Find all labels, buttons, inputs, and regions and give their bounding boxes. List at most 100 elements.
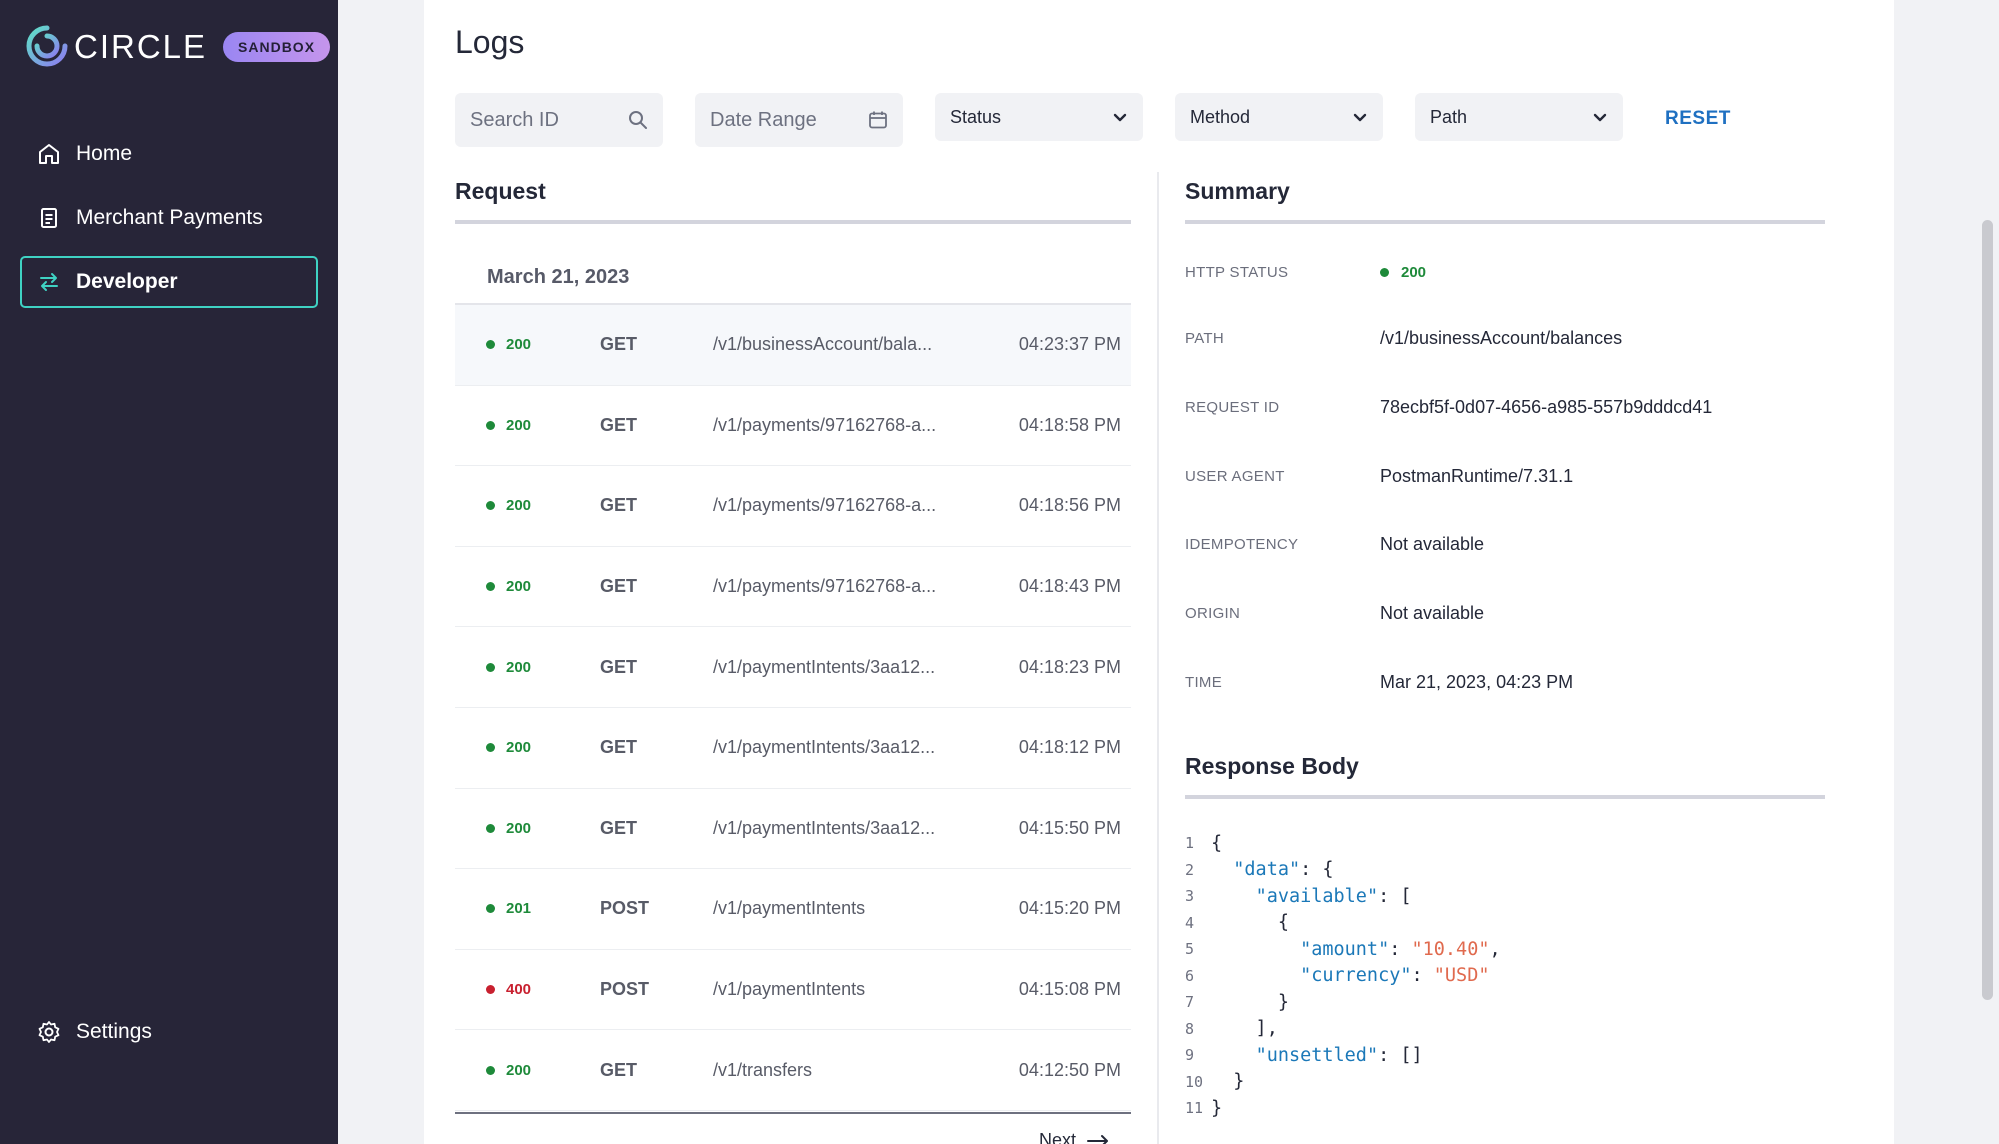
request-path: /v1/paymentIntents [713,979,866,1000]
http-status-value: 200 [1380,264,1426,281]
date-range-placeholder: Date Range [710,108,817,131]
code-line: 9 "unsettled": [] [1185,1042,1501,1069]
code-token: "unsettled" [1255,1044,1379,1066]
gear-icon [36,1019,62,1045]
code-token [1211,859,1233,880]
date-range-input[interactable]: Date Range [695,93,903,147]
path-select[interactable]: Path [1415,93,1623,141]
code-line: 7 } [1185,989,1501,1016]
response-body-code: 1{2 "data": {3 "available": [4 {5 "amoun… [1185,830,1501,1122]
request-status-code: 200 [506,658,532,676]
status-dot-icon [486,823,495,833]
summary-http-status: HTTP STATUS 200 [1185,257,1825,287]
code-line: 11} [1185,1095,1501,1122]
summary-label: REQUEST ID [1185,398,1280,416]
request-path: /v1/businessAccount/bala... [713,334,933,355]
status-dot-icon [486,662,495,672]
code-line: 1{ [1185,830,1501,857]
request-time: 04:15:08 PM [1018,979,1121,1000]
code-token: "data" [1233,859,1301,881]
request-row[interactable]: 200 GET/v1/payments/97162768-a... 04:18:56… [455,466,1131,547]
response-body-rule [1185,795,1825,799]
code-line: 6 "currency": "USD" [1185,963,1501,990]
next-page-button[interactable]: Next [1039,1130,1110,1144]
sidebar: CIRCLE SANDBOX Home Merchant Payments De… [0,0,338,1144]
code-token [1211,1045,1256,1066]
sidebar-item-developer[interactable]: Developer [20,256,318,308]
request-row[interactable]: 200 GET/v1/paymentIntents/3aa12... 04:18:1… [455,708,1131,789]
sandbox-badge: SANDBOX [223,32,331,62]
summary-label: TIME [1185,673,1223,691]
request-row[interactable]: 400 POST/v1/paymentIntents 04:15:08 PM [455,950,1131,1031]
status-dot-icon [486,985,495,995]
sidebar-item-settings[interactable]: Settings [20,1006,318,1058]
request-path: /v1/transfers [713,1059,813,1080]
request-row[interactable]: 200 GET/v1/businessAccount/bala... 04:23:3… [455,305,1131,386]
code-token: ], [1211,1018,1278,1040]
reset-button[interactable]: RESET [1665,108,1731,129]
search-input[interactable]: Search ID [455,93,663,147]
method-select[interactable]: Method [1175,93,1383,141]
summary-title-rule [1185,220,1825,224]
request-method: GET [600,656,638,677]
summary-label: ORIGIN [1185,604,1241,622]
brand[interactable]: CIRCLE SANDBOX [26,24,331,70]
status-select[interactable]: Status [935,93,1143,141]
date-group-header: March 21, 2023 [487,266,630,288]
request-path: /v1/payments/97162768-a... [713,495,937,516]
code-line: 2 "data": { [1185,857,1501,884]
status-dot-icon [486,340,495,350]
code-token: "amount" [1300,938,1390,960]
summary-label: PATH [1185,329,1224,347]
method-select-value: Method [1190,106,1251,127]
summary-idempotency: IDEMPOTENCY Not available [1185,529,1825,559]
code-token: "10.40" [1411,938,1490,960]
request-path: /v1/paymentIntents/3aa12... [713,817,936,838]
code-line: 5 "amount": "10.40", [1185,936,1501,963]
line-number: 8 [1185,1019,1195,1038]
clipboard-icon [36,205,62,231]
request-path: /v1/payments/97162768-a... [713,414,937,435]
path-select-value: Path [1430,106,1468,127]
code-token: } [1211,1097,1223,1119]
response-body-title: Response Body [1185,753,1359,779]
line-number: 11 [1185,1099,1204,1118]
calendar-icon[interactable] [867,109,889,131]
arrow-right-icon [1086,1134,1110,1144]
search-icon[interactable] [627,109,649,131]
request-row[interactable]: 201 POST/v1/paymentIntents 04:15:20 PM [455,869,1131,950]
sidebar-item-label: Settings [76,1020,152,1043]
summary-time: TIME Mar 21, 2023, 04:23 PM [1185,667,1825,697]
request-time: 04:18:23 PM [1018,656,1121,677]
request-row[interactable]: 200 GET/v1/payments/97162768-a... 04:18:43… [455,547,1131,628]
code-line: 8 ], [1185,1016,1501,1043]
sidebar-item-label: Home [76,142,133,165]
request-status-code: 200 [506,578,532,596]
status-dot-icon [486,904,495,914]
summary-idempotency-value: Not available [1380,533,1485,554]
request-row[interactable]: 200 GET/v1/transfers 04:12:50 PM [455,1030,1131,1111]
request-row[interactable]: 200 GET/v1/paymentIntents/3aa12... 04:18:2… [455,627,1131,708]
request-status-code: 200 [506,819,532,837]
summary-path-value: /v1/businessAccount/balances [1380,327,1623,348]
summary-title: Summary [1185,178,1290,204]
request-method: GET [600,414,638,435]
request-row[interactable]: 200 GET/v1/paymentIntents/3aa12... 04:15:5… [455,789,1131,870]
code-token: : [1411,965,1434,987]
code-token: : { [1300,859,1334,881]
request-list-bottom-rule [455,1112,1131,1114]
sidebar-item-home[interactable]: Home [20,128,318,180]
request-row[interactable]: 200 GET/v1/payments/97162768-a... 04:18:58… [455,386,1131,467]
sidebar-item-merchant-payments[interactable]: Merchant Payments [20,192,318,244]
summary-user-agent: USER AGENT PostmanRuntime/7.31.1 [1185,461,1825,491]
code-line: 3 "available": [ [1185,883,1501,910]
page-scrollbar[interactable] [1982,220,1993,1000]
line-number: 6 [1185,966,1195,985]
request-method: GET [600,495,638,516]
summary-request-id-value: 78ecbf5f-0d07-4656-a985-557b9dddcd41 [1380,396,1713,417]
request-path: /v1/paymentIntents/3aa12... [713,656,936,677]
line-number: 1 [1185,834,1195,853]
logs-panel: Logs Search ID Date Range Status Method … [424,0,1894,1144]
request-status-code: 201 [506,900,532,918]
request-method: GET [600,737,638,758]
